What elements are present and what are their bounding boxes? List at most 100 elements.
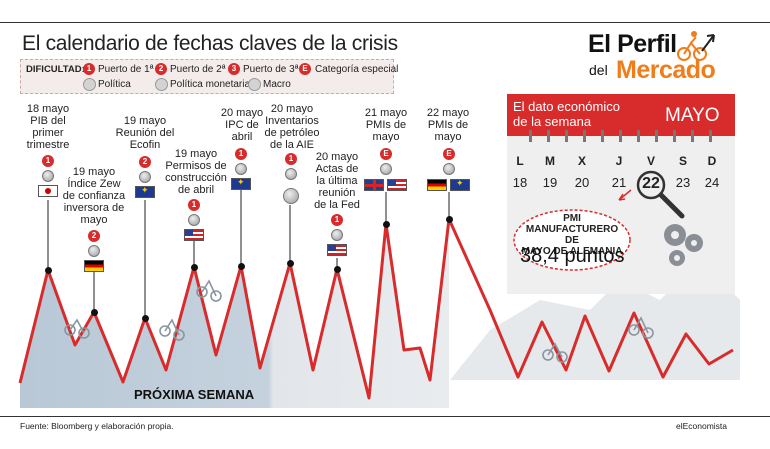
difficulty-badge: 1: [42, 155, 54, 167]
difficulty-badge: 2: [139, 156, 151, 168]
cal-day: L: [516, 154, 524, 168]
publisher-credit: elEconomista: [676, 421, 728, 431]
event-text: 18 mayo PIB del primer trimestre: [26, 103, 70, 151]
usa-flag-icon: [327, 244, 347, 256]
cal-day: S: [678, 154, 687, 168]
peak-marker: [191, 264, 198, 271]
difficulty-badge: E: [380, 148, 392, 160]
event-text: 20 mayo Inventarios de petróleo de la AI…: [264, 103, 320, 151]
legend-badge-2: 2: [155, 63, 167, 75]
event-text: 19 mayo Permisos de construcción de abri…: [165, 148, 227, 196]
peak-marker: [334, 266, 341, 273]
germany-flag-icon: [427, 179, 447, 191]
legend-item-puerto-2: Puerto de 2ª: [170, 64, 226, 75]
event-pib: 18 mayo PIB del primer trimestre: [20, 103, 76, 151]
legend-item-macro: Macro: [263, 79, 291, 90]
top-rule: [0, 22, 770, 23]
germany-flag-icon: [84, 260, 104, 272]
logo-cyclist-icon: [677, 31, 715, 61]
japan-flag-icon: [38, 185, 58, 197]
cal-date: 20: [574, 175, 590, 190]
cal-date: 18: [512, 175, 528, 190]
difficulty-badge: 1: [331, 214, 343, 226]
legend-badge-3: 3: [228, 63, 240, 75]
event-permisos: 19 mayo Permisos de construcción de abri…: [163, 148, 229, 196]
peak-marker: [45, 267, 52, 274]
cal-day: M: [545, 154, 555, 168]
macro-icon: [248, 78, 261, 91]
eu-flag-icon: [135, 186, 155, 198]
difficulty-badge: E: [443, 148, 455, 160]
peak-marker: [287, 260, 294, 267]
source-note: Fuente: Bloomberg y elaboración propia.: [20, 421, 174, 431]
eu-flag-icon: [450, 179, 470, 191]
legend-item-puerto-3: Puerto de 3ª: [243, 64, 299, 75]
cal-day: J: [615, 154, 623, 168]
event-text: 20 mayo IPC de abril: [220, 107, 264, 143]
event-text: 22 mayo PMIs de mayo: [426, 107, 470, 143]
legend: DIFICULTAD: 1 Puerto de 1ª 2 Puerto de 2…: [20, 59, 398, 94]
peak-marker: [91, 309, 98, 316]
event-text: 20 mayo Actas de la última reunión de la…: [314, 151, 360, 211]
legend-badge-1: 1: [83, 63, 95, 75]
cal-day: D: [707, 154, 717, 168]
politica-monetaria-icon: [155, 78, 168, 91]
event-text: 19 mayo Reunión del Ecofin: [115, 115, 175, 151]
peak-marker: [238, 263, 245, 270]
legend-item-puerto-1: Puerto de 1ª: [98, 64, 154, 75]
usa-flag-icon: [387, 179, 407, 191]
macro-icon: [443, 163, 455, 175]
uk-flag-icon: [364, 179, 384, 191]
cal-day: V: [646, 154, 655, 168]
legend-item-especial: Categoría especial: [315, 64, 399, 75]
event-inventarios: 20 mayo Inventarios de petróleo de la AI…: [262, 103, 322, 151]
legend-item-politica: Política: [98, 79, 131, 90]
difficulty-badge: 1: [188, 199, 200, 211]
logo-line-2: del: [589, 62, 608, 78]
dato-panel-month: MAYO: [665, 105, 720, 126]
difficulty-badge: 1: [235, 148, 247, 160]
macro-icon: [188, 214, 200, 226]
legend-badge-e: E: [299, 63, 311, 75]
indicator-name: PMI MANUFACTURERO DE MAYO DE ALEMANIA: [521, 213, 623, 257]
eu-flag-icon: [231, 178, 251, 190]
macro-icon: [88, 245, 100, 257]
logo-line-1: El Perfil: [588, 30, 677, 58]
peak-marker: [142, 315, 149, 322]
politica-icon: [83, 78, 96, 91]
event-text: 19 mayo Índice Zew de confianza inversor…: [62, 166, 126, 226]
cal-day: X: [577, 154, 586, 168]
page-title: El calendario de fechas claves de la cri…: [22, 32, 398, 55]
event-actas-fed: 20 mayo Actas de la última reunión de la…: [310, 151, 364, 211]
legend-title: DIFICULTAD:: [26, 64, 85, 75]
macro-icon: [285, 168, 297, 180]
event-pmis-22: 22 mayo PMIs de mayo: [422, 107, 474, 143]
peak-marker: [446, 216, 453, 223]
politica-monetaria-icon: [331, 229, 343, 241]
event-pmis-21: 21 mayo PMIs de mayo: [360, 107, 412, 143]
event-text: 21 mayo PMIs de mayo: [364, 107, 408, 143]
politica-icon: [139, 171, 151, 183]
cal-date: 19: [542, 175, 558, 190]
globe-icon: [283, 188, 299, 204]
macro-icon: [235, 163, 247, 175]
cal-date-highlight: 22: [642, 175, 660, 192]
legend-item-politica-monetaria: Política monetaria: [170, 79, 251, 90]
bottom-rule: [0, 416, 770, 417]
event-ecofin: 19 mayo Reunión del Ecofin: [112, 115, 178, 151]
dato-panel-title: El dato económico de la semana: [513, 99, 620, 129]
calendar-binding-icon: [529, 130, 712, 142]
dato-panel-header: [507, 94, 735, 136]
macro-icon: [380, 163, 392, 175]
cal-date: 23: [675, 175, 691, 190]
cal-date: 21: [611, 175, 627, 190]
cal-date: 24: [704, 175, 720, 190]
proxima-semana-label: PRÓXIMA SEMANA: [134, 387, 255, 402]
macro-icon: [42, 170, 54, 182]
usa-flag-icon: [184, 229, 204, 241]
event-ipc: 20 mayo IPC de abril: [220, 107, 264, 143]
difficulty-badge: 2: [88, 230, 100, 242]
magnifier-and-gears-icon: [513, 170, 703, 271]
event-zew: 19 mayo Índice Zew de confianza inversor…: [62, 166, 126, 226]
